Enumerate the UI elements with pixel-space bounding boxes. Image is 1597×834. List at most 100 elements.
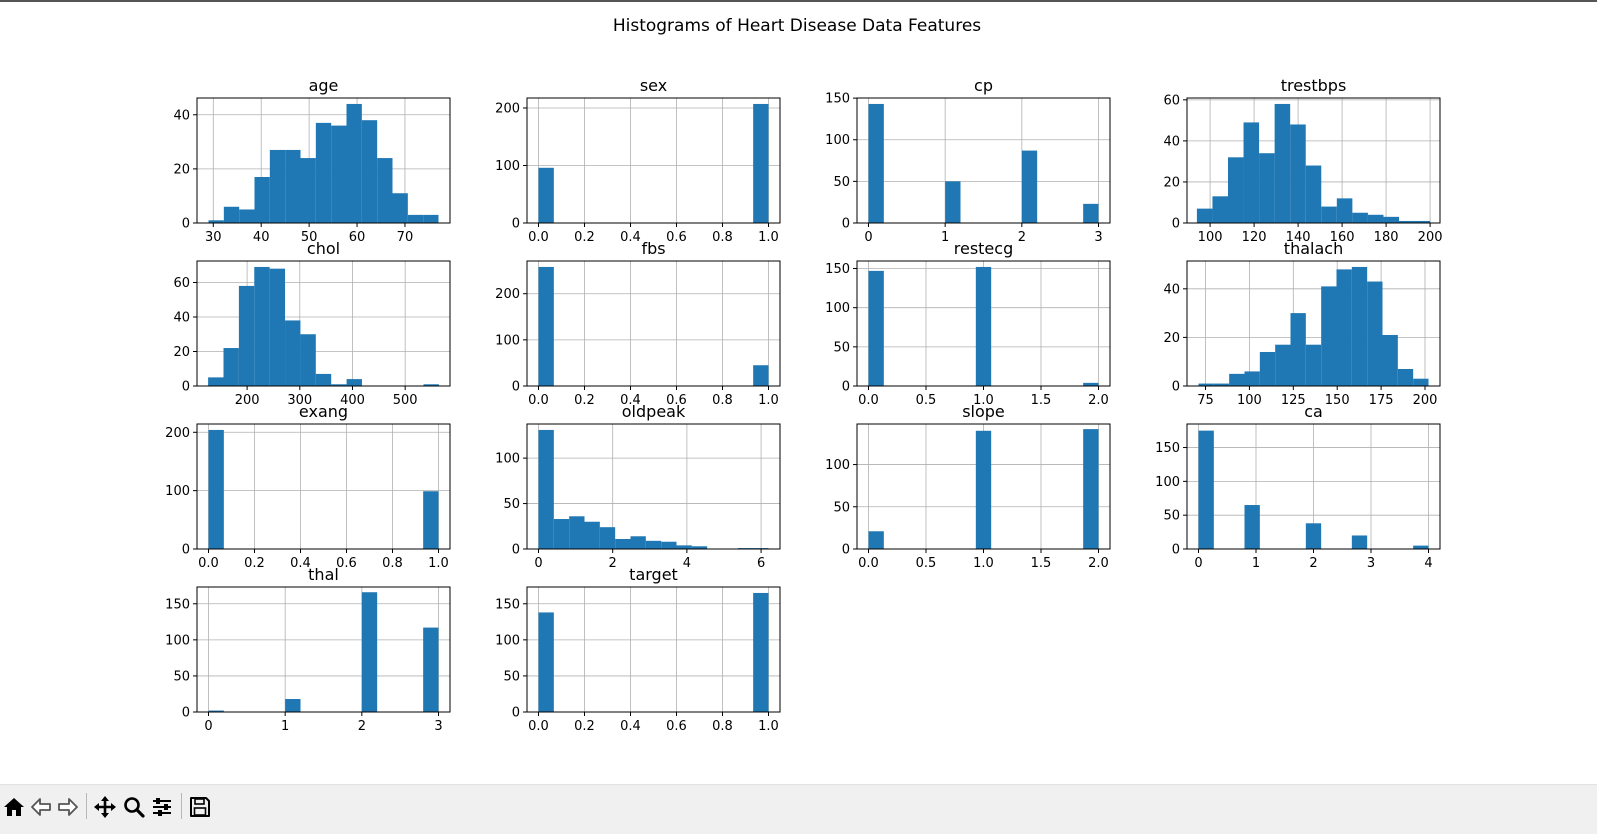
histogram-bar bbox=[361, 592, 378, 712]
histogram-grid: Histograms of Heart Disease Data Feature… bbox=[165, 16, 1443, 734]
x-tick-label: 0.6 bbox=[666, 719, 687, 734]
subplot-title: cp bbox=[974, 76, 993, 95]
histogram-bar bbox=[1259, 351, 1276, 386]
x-tick-label: 100 bbox=[1198, 230, 1223, 245]
y-tick-label: 0 bbox=[1172, 217, 1180, 232]
x-tick-label: 0.0 bbox=[528, 230, 549, 245]
histogram-bar bbox=[1244, 371, 1260, 386]
x-tick-label: 200 bbox=[1418, 230, 1443, 245]
x-tick-label: 2 bbox=[1309, 556, 1317, 571]
histogram-bar bbox=[1083, 203, 1099, 223]
histogram-bar bbox=[423, 384, 439, 386]
x-tick-label: 0 bbox=[204, 719, 212, 734]
y-tick-label: 100 bbox=[1155, 475, 1180, 490]
axes-frame bbox=[196, 260, 451, 387]
histogram-bar bbox=[423, 627, 439, 712]
histogram-bar bbox=[945, 181, 961, 223]
subplot-chol: 200 300 400 500 0 20 40 60 chol bbox=[173, 239, 451, 408]
histogram-bar bbox=[1351, 266, 1368, 386]
histogram-bar bbox=[1367, 281, 1383, 386]
x-tick-label: 180 bbox=[1374, 230, 1399, 245]
histogram-bar bbox=[269, 268, 286, 386]
y-tick-label: 100 bbox=[495, 159, 520, 174]
axes-frame bbox=[526, 423, 781, 550]
y-tick-label: 150 bbox=[825, 262, 850, 277]
histogram-bar bbox=[868, 531, 884, 549]
x-tick-label: 0.5 bbox=[916, 393, 937, 408]
x-tick-label: 300 bbox=[287, 393, 312, 408]
histogram-bar bbox=[1212, 196, 1228, 223]
y-tick-label: 20 bbox=[1163, 175, 1180, 190]
histogram-bar bbox=[753, 103, 769, 223]
y-tick-label: 60 bbox=[1163, 93, 1180, 108]
x-tick-label: 200 bbox=[235, 393, 260, 408]
histogram-bar bbox=[1083, 429, 1099, 549]
histogram-bar bbox=[1321, 286, 1337, 386]
x-tick-label: 0.5 bbox=[916, 556, 937, 571]
histogram-bar bbox=[1259, 153, 1275, 223]
y-tick-label: 100 bbox=[495, 452, 520, 467]
histogram-bar bbox=[975, 430, 992, 549]
y-tick-label: 0 bbox=[842, 380, 850, 395]
histogram-bar bbox=[1383, 216, 1400, 223]
save-button[interactable] bbox=[186, 793, 214, 821]
histogram-bar bbox=[208, 220, 224, 223]
y-tick-label: 100 bbox=[495, 633, 520, 648]
sliders-icon bbox=[153, 798, 171, 816]
toolbar-separator bbox=[86, 793, 87, 819]
subplot-restecg: 0.0 0.5 1.0 1.5 2.0 0 50 100 150 restecg bbox=[825, 239, 1111, 408]
histogram-bar bbox=[285, 320, 301, 386]
x-tick-label: 1.0 bbox=[973, 393, 994, 408]
x-tick-label: 0.6 bbox=[666, 230, 687, 245]
histogram-bar bbox=[269, 149, 286, 223]
histogram-bar bbox=[1399, 220, 1415, 223]
back-button[interactable] bbox=[27, 793, 55, 821]
x-tick-label: 2 bbox=[1018, 230, 1026, 245]
x-tick-label: 125 bbox=[1281, 393, 1306, 408]
y-tick-label: 0 bbox=[842, 543, 850, 558]
subplot-oldpeak: 0 2 4 6 0 50 100 oldpeak bbox=[495, 402, 781, 571]
y-tick-label: 40 bbox=[173, 108, 190, 123]
histogram-bar bbox=[1305, 523, 1322, 549]
histogram-bar bbox=[377, 158, 393, 223]
x-tick-label: 2 bbox=[358, 719, 366, 734]
home-button[interactable] bbox=[0, 793, 28, 821]
histogram-bar bbox=[346, 379, 362, 386]
y-tick-label: 100 bbox=[165, 633, 190, 648]
x-tick-label: 4 bbox=[1424, 556, 1432, 571]
histogram-bar bbox=[1021, 150, 1038, 223]
x-tick-label: 0.2 bbox=[574, 230, 595, 245]
histogram-bar bbox=[538, 266, 554, 386]
subplot-title: target bbox=[629, 565, 678, 584]
histogram-bar bbox=[975, 266, 992, 386]
subplot-title: ca bbox=[1304, 402, 1323, 421]
y-tick-label: 150 bbox=[825, 92, 850, 107]
subplot-ca: 0 1 2 3 4 0 50 100 150 ca bbox=[1155, 402, 1441, 571]
x-tick-label: 30 bbox=[205, 230, 222, 245]
figure-suptitle: Histograms of Heart Disease Data Feature… bbox=[613, 16, 981, 36]
histogram-bar bbox=[407, 214, 424, 223]
subplot-cp: 0 1 2 3 0 50 100 150 cp bbox=[825, 76, 1111, 245]
zoom-button[interactable] bbox=[120, 793, 148, 821]
x-tick-label: 0.8 bbox=[712, 230, 733, 245]
configure-subplots-button[interactable] bbox=[148, 793, 176, 821]
histogram-bar bbox=[1243, 122, 1260, 223]
histogram-bar bbox=[1198, 430, 1214, 549]
x-tick-label: 1.5 bbox=[1031, 556, 1052, 571]
pan-button[interactable] bbox=[91, 793, 119, 821]
move-icon bbox=[94, 796, 116, 818]
y-tick-label: 50 bbox=[1163, 509, 1180, 524]
x-tick-label: 160 bbox=[1330, 230, 1355, 245]
x-tick-label: 120 bbox=[1242, 230, 1267, 245]
x-tick-label: 0.0 bbox=[858, 393, 879, 408]
histogram-bar bbox=[753, 592, 769, 712]
y-tick-label: 0 bbox=[182, 706, 190, 721]
y-tick-label: 150 bbox=[495, 597, 520, 612]
histogram-bar bbox=[1367, 214, 1384, 223]
x-tick-label: 0.0 bbox=[528, 719, 549, 734]
histogram-bar bbox=[361, 120, 378, 223]
forward-button[interactable] bbox=[54, 793, 82, 821]
y-tick-label: 100 bbox=[825, 301, 850, 316]
y-tick-label: 50 bbox=[833, 340, 850, 355]
axes-frame bbox=[196, 423, 451, 550]
